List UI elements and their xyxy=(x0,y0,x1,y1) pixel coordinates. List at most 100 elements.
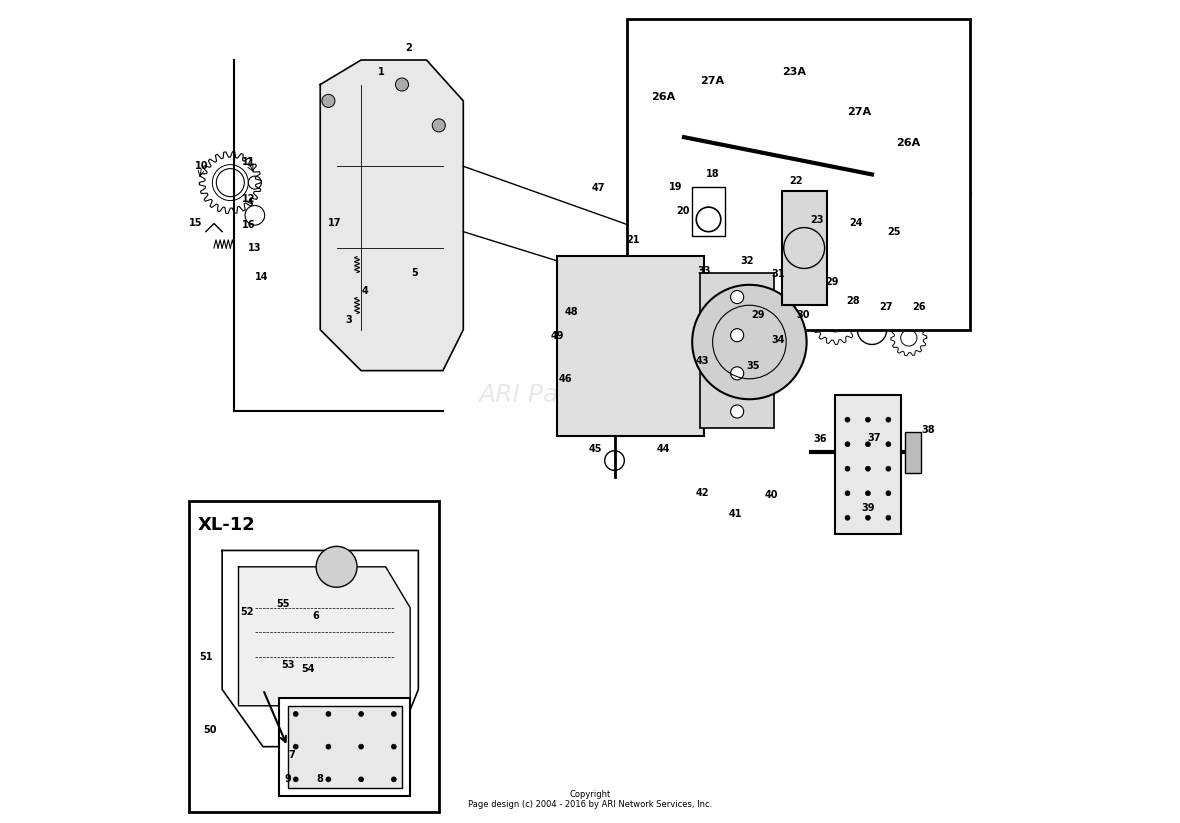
Text: 44: 44 xyxy=(657,444,670,454)
Circle shape xyxy=(886,467,891,472)
Text: 55: 55 xyxy=(276,598,290,608)
Text: 18: 18 xyxy=(706,170,720,179)
Circle shape xyxy=(693,285,807,399)
Text: 25: 25 xyxy=(887,226,900,237)
Circle shape xyxy=(392,712,396,716)
Text: 13: 13 xyxy=(248,243,262,253)
Circle shape xyxy=(316,546,358,588)
Text: 53: 53 xyxy=(281,660,294,670)
Circle shape xyxy=(392,777,396,782)
Text: 23: 23 xyxy=(811,216,824,226)
Bar xyxy=(288,706,402,788)
Polygon shape xyxy=(320,60,464,370)
Circle shape xyxy=(392,744,396,749)
Text: 3: 3 xyxy=(346,315,352,325)
Text: 26: 26 xyxy=(912,302,925,312)
Text: 10: 10 xyxy=(195,161,209,171)
Circle shape xyxy=(326,712,330,716)
Text: 8: 8 xyxy=(316,774,323,784)
Text: 40: 40 xyxy=(765,490,779,500)
Text: 1: 1 xyxy=(378,67,385,77)
Text: 19: 19 xyxy=(669,182,682,192)
Circle shape xyxy=(775,128,838,190)
Bar xyxy=(782,191,827,305)
Text: 34: 34 xyxy=(772,335,785,345)
Circle shape xyxy=(359,744,363,749)
Circle shape xyxy=(886,442,891,447)
Text: 35: 35 xyxy=(747,360,760,370)
Bar xyxy=(905,432,922,472)
Text: 38: 38 xyxy=(922,425,936,435)
Text: 42: 42 xyxy=(696,488,709,498)
Text: 27A: 27A xyxy=(847,107,872,118)
Text: 36: 36 xyxy=(814,435,827,444)
Circle shape xyxy=(845,491,850,495)
Text: 11: 11 xyxy=(242,157,255,167)
Bar xyxy=(701,272,774,428)
Text: ARI PartStream: ARI PartStream xyxy=(478,384,669,407)
Circle shape xyxy=(432,119,445,132)
Text: 28: 28 xyxy=(846,296,860,306)
Text: 32: 32 xyxy=(740,256,754,266)
Circle shape xyxy=(294,777,299,782)
Text: 5: 5 xyxy=(411,267,418,277)
Circle shape xyxy=(322,95,335,108)
Circle shape xyxy=(845,442,850,447)
Circle shape xyxy=(886,491,891,495)
Circle shape xyxy=(845,417,850,422)
Text: 37: 37 xyxy=(867,433,881,443)
Text: 39: 39 xyxy=(861,503,874,513)
Circle shape xyxy=(730,291,743,304)
Text: 22: 22 xyxy=(789,176,802,186)
Text: 2: 2 xyxy=(405,43,412,53)
Text: 43: 43 xyxy=(696,356,709,365)
Text: 9: 9 xyxy=(284,774,291,784)
Text: 16: 16 xyxy=(242,220,255,230)
Circle shape xyxy=(326,777,330,782)
Circle shape xyxy=(730,367,743,380)
Text: 26A: 26A xyxy=(897,138,920,148)
Circle shape xyxy=(730,405,743,418)
Circle shape xyxy=(886,515,891,520)
Text: 24: 24 xyxy=(850,218,864,229)
Bar xyxy=(627,19,970,330)
Bar xyxy=(835,395,900,534)
Text: 20: 20 xyxy=(676,207,690,216)
Text: 49: 49 xyxy=(551,332,564,342)
Text: 52: 52 xyxy=(240,607,254,616)
Text: 4: 4 xyxy=(362,286,368,295)
Circle shape xyxy=(326,744,330,749)
Text: 14: 14 xyxy=(255,272,268,281)
Text: 31: 31 xyxy=(772,269,785,279)
Text: 27A: 27A xyxy=(701,77,725,86)
Text: 50: 50 xyxy=(203,725,217,735)
Text: 51: 51 xyxy=(199,652,212,662)
Bar xyxy=(190,501,439,812)
Circle shape xyxy=(294,744,299,749)
Circle shape xyxy=(865,515,871,520)
Text: 48: 48 xyxy=(564,307,578,317)
Circle shape xyxy=(865,467,871,472)
Text: 45: 45 xyxy=(588,444,602,454)
Text: 12: 12 xyxy=(242,194,255,204)
Circle shape xyxy=(865,491,871,495)
Text: 54: 54 xyxy=(301,664,315,674)
Bar xyxy=(557,256,704,436)
Circle shape xyxy=(730,328,743,342)
Circle shape xyxy=(359,712,363,716)
Text: Copyright
Page design (c) 2004 - 2016 by ARI Network Services, Inc.: Copyright Page design (c) 2004 - 2016 by… xyxy=(468,790,712,810)
Circle shape xyxy=(845,467,850,472)
Circle shape xyxy=(886,417,891,422)
Circle shape xyxy=(865,442,871,447)
Circle shape xyxy=(395,78,408,91)
Text: 6: 6 xyxy=(313,611,320,621)
Text: 29: 29 xyxy=(752,310,765,320)
Text: 17: 17 xyxy=(328,218,342,229)
Text: 27: 27 xyxy=(879,302,892,312)
Text: XL-12: XL-12 xyxy=(660,277,730,297)
Circle shape xyxy=(359,777,363,782)
Bar xyxy=(693,187,725,235)
Text: 30: 30 xyxy=(796,310,811,320)
Circle shape xyxy=(294,712,299,716)
Text: 15: 15 xyxy=(189,218,203,229)
